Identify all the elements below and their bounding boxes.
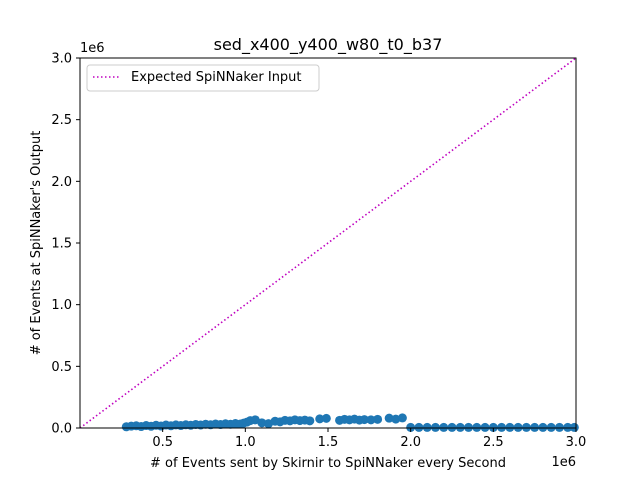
y-tick-label: 2.5 <box>51 113 72 128</box>
legend-label: Expected SpiNNaker Input <box>131 70 302 85</box>
data-point <box>530 422 540 432</box>
data-point <box>414 422 424 432</box>
y-axis: 0.0 0.5 1.0 1.5 2.0 2.5 3.0 <box>51 52 80 437</box>
data-point <box>321 413 331 423</box>
x-tick-label: 1.5 <box>318 435 339 450</box>
data-point <box>464 422 474 432</box>
y-tick-label: 2.0 <box>51 175 72 190</box>
y-tick-label: 3.0 <box>51 52 72 67</box>
data-point <box>366 415 376 425</box>
data-point <box>480 422 490 432</box>
x-tick-label: 0.5 <box>152 435 173 450</box>
data-point <box>505 422 515 432</box>
y-tick-label: 0.0 <box>51 422 72 437</box>
data-point <box>447 422 457 432</box>
reference-line <box>79 57 577 429</box>
data-point <box>422 422 432 432</box>
data-point <box>472 422 482 432</box>
x-offset-label: 1e6 <box>551 455 576 470</box>
legend: Expected SpiNNaker Input <box>86 64 320 92</box>
data-point <box>315 414 325 424</box>
data-point <box>488 422 498 432</box>
x-tick-label: 2.0 <box>400 435 421 450</box>
data-point <box>406 422 416 432</box>
x-tick-label: 1.0 <box>235 435 256 450</box>
x-tick-label: 2.5 <box>483 435 504 450</box>
data-point <box>455 422 465 432</box>
x-axis-label: # of Events sent by Skirnir to SpiNNaker… <box>150 456 506 471</box>
chart-title: sed_x400_y400_w80_t0_b37 <box>214 35 443 55</box>
data-point <box>513 422 523 432</box>
y-offset-label: 1e6 <box>80 41 105 56</box>
x-tick-label: 3.0 <box>566 435 587 450</box>
data-point <box>397 413 407 423</box>
data-point <box>546 422 556 432</box>
data-point <box>359 415 369 425</box>
data-point <box>257 418 267 428</box>
data-point <box>569 422 579 432</box>
y-tick-label: 1.0 <box>51 298 72 313</box>
data-point <box>521 422 531 432</box>
data-point <box>497 422 507 432</box>
y-axis-label: # of Events at SpiNNaker's Output <box>29 131 44 356</box>
data-point <box>305 416 315 426</box>
y-tick-label: 1.5 <box>51 237 72 252</box>
data-point <box>554 422 564 432</box>
data-point <box>563 422 573 432</box>
data-point <box>538 422 548 432</box>
data-point <box>430 422 440 432</box>
data-point <box>373 414 383 424</box>
data-point <box>439 422 449 432</box>
y-tick-label: 0.5 <box>51 360 72 375</box>
data-point <box>384 413 394 423</box>
legend-box <box>86 64 320 92</box>
x-axis: 0.5 1.0 1.5 2.0 2.5 3.0 <box>152 428 586 450</box>
